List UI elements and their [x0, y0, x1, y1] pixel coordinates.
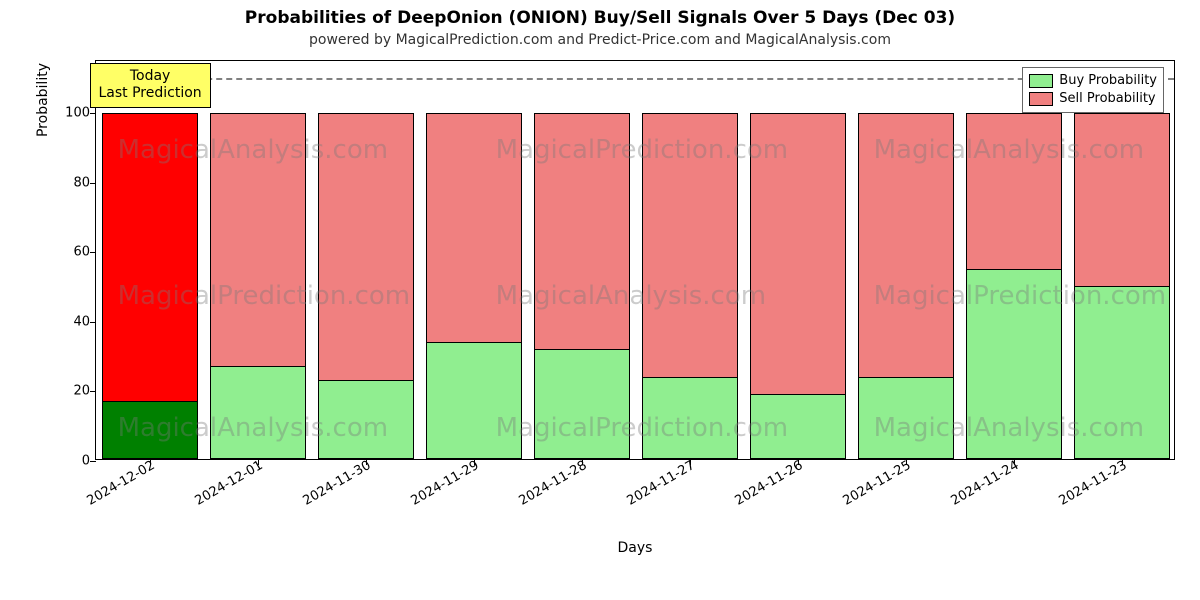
bar-sell	[858, 113, 953, 377]
x-axis-label: Days	[95, 540, 1175, 556]
ytick-mark	[90, 391, 96, 392]
legend: Buy ProbabilitySell Probability	[1022, 67, 1164, 113]
xtick-label: 2024-12-01	[193, 458, 266, 509]
bar-buy	[534, 348, 629, 459]
legend-label: Sell Probability	[1059, 90, 1155, 108]
legend-item: Buy Probability	[1029, 72, 1157, 90]
ytick-mark	[90, 183, 96, 184]
bar-buy	[750, 393, 845, 459]
xtick-label: 2024-11-27	[625, 458, 698, 509]
today-label-line: Last Prediction	[99, 85, 202, 103]
bar-buy	[858, 376, 953, 459]
chart-title: Probabilities of DeepOnion (ONION) Buy/S…	[0, 8, 1200, 28]
legend-swatch	[1029, 74, 1053, 88]
ytick-mark	[90, 113, 96, 114]
xtick-label: 2024-11-26	[733, 458, 806, 509]
ytick-mark	[90, 252, 96, 253]
ytick-mark	[90, 461, 96, 462]
xtick-label: 2024-11-23	[1057, 458, 1130, 509]
bar-sell	[210, 113, 305, 367]
xtick-label: 2024-11-25	[841, 458, 914, 509]
bar-buy	[1074, 285, 1169, 459]
bar-sell	[102, 113, 197, 402]
legend-label: Buy Probability	[1059, 72, 1157, 90]
bar-sell	[750, 113, 845, 395]
ytick-label: 20	[73, 384, 90, 399]
bar-sell	[426, 113, 521, 343]
bar-buy	[642, 376, 737, 459]
ytick-label: 60	[73, 245, 90, 260]
y-axis-label: Probability	[35, 0, 51, 300]
reference-line	[96, 78, 1174, 80]
legend-swatch	[1029, 92, 1053, 106]
bar-buy	[426, 341, 521, 459]
xtick-label: 2024-11-28	[517, 458, 590, 509]
today-label: TodayLast Prediction	[90, 63, 211, 108]
bar-sell	[966, 113, 1061, 270]
legend-item: Sell Probability	[1029, 90, 1157, 108]
today-label-line: Today	[99, 68, 202, 86]
xtick-label: 2024-12-02	[85, 458, 158, 509]
bar-buy	[318, 379, 413, 459]
bar-buy	[966, 268, 1061, 459]
bar-sell	[534, 113, 629, 350]
bar-sell	[642, 113, 737, 377]
bar-buy	[210, 365, 305, 459]
bar-sell	[318, 113, 413, 381]
ytick-label: 0	[82, 454, 90, 469]
xtick-label: 2024-11-30	[301, 458, 374, 509]
plot-area: Buy ProbabilitySell Probability TodayLas…	[95, 60, 1175, 460]
xtick-label: 2024-11-24	[949, 458, 1022, 509]
bar-sell	[1074, 113, 1169, 287]
ytick-label: 100	[65, 106, 90, 121]
ytick-label: 80	[73, 175, 90, 190]
chart-subtitle: powered by MagicalPrediction.com and Pre…	[0, 32, 1200, 48]
xtick-label: 2024-11-29	[409, 458, 482, 509]
ytick-mark	[90, 322, 96, 323]
ytick-label: 40	[73, 314, 90, 329]
chart-container: Probabilities of DeepOnion (ONION) Buy/S…	[0, 0, 1200, 600]
bar-buy	[102, 400, 197, 459]
